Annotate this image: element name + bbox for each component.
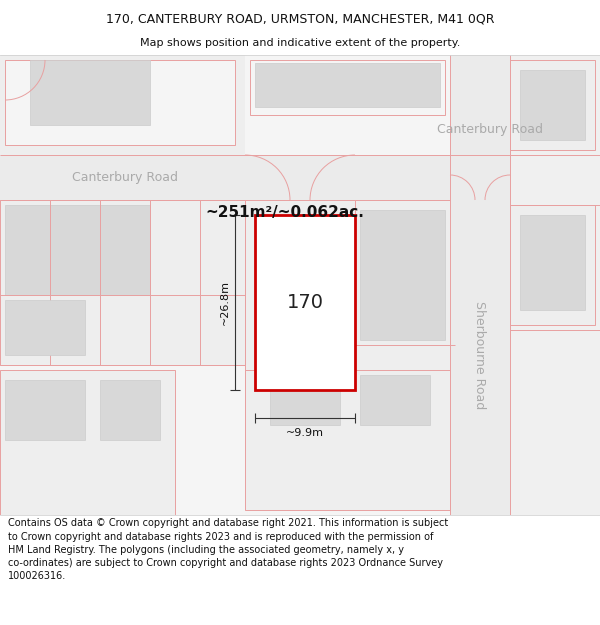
Text: 170: 170 <box>287 293 323 312</box>
Text: Contains OS data © Crown copyright and database right 2021. This information is : Contains OS data © Crown copyright and d… <box>8 518 448 581</box>
Bar <box>0 155 600 200</box>
Bar <box>100 380 160 440</box>
Bar <box>355 200 455 450</box>
Bar <box>250 60 445 115</box>
Bar <box>510 60 595 150</box>
Bar <box>0 370 175 515</box>
Bar <box>5 60 235 145</box>
Bar <box>510 55 600 515</box>
Bar <box>360 210 445 340</box>
Text: Sherbourne Road: Sherbourne Road <box>473 301 487 409</box>
Text: 170, CANTERBURY ROAD, URMSTON, MANCHESTER, M41 0QR: 170, CANTERBURY ROAD, URMSTON, MANCHESTE… <box>106 12 494 25</box>
Bar <box>520 215 585 310</box>
Text: ~26.8m: ~26.8m <box>220 280 230 325</box>
Bar <box>0 55 245 275</box>
Bar <box>5 380 85 440</box>
Text: Canterbury Road: Canterbury Road <box>72 171 178 184</box>
Bar <box>510 205 595 325</box>
Bar <box>5 300 85 355</box>
Text: Canterbury Road: Canterbury Road <box>437 124 543 136</box>
Bar <box>450 55 510 515</box>
Bar <box>270 375 340 425</box>
Bar <box>0 200 245 365</box>
Bar <box>30 60 150 125</box>
Text: ~251m²/~0.062ac.: ~251m²/~0.062ac. <box>206 205 364 220</box>
Bar <box>245 200 370 450</box>
Text: ~9.9m: ~9.9m <box>286 428 324 438</box>
Bar <box>255 215 355 390</box>
Bar <box>255 63 440 107</box>
Bar <box>250 380 365 420</box>
Text: Map shows position and indicative extent of the property.: Map shows position and indicative extent… <box>140 39 460 49</box>
Bar <box>520 70 585 140</box>
Bar <box>360 375 430 425</box>
Bar <box>245 370 450 510</box>
Bar <box>5 205 150 295</box>
